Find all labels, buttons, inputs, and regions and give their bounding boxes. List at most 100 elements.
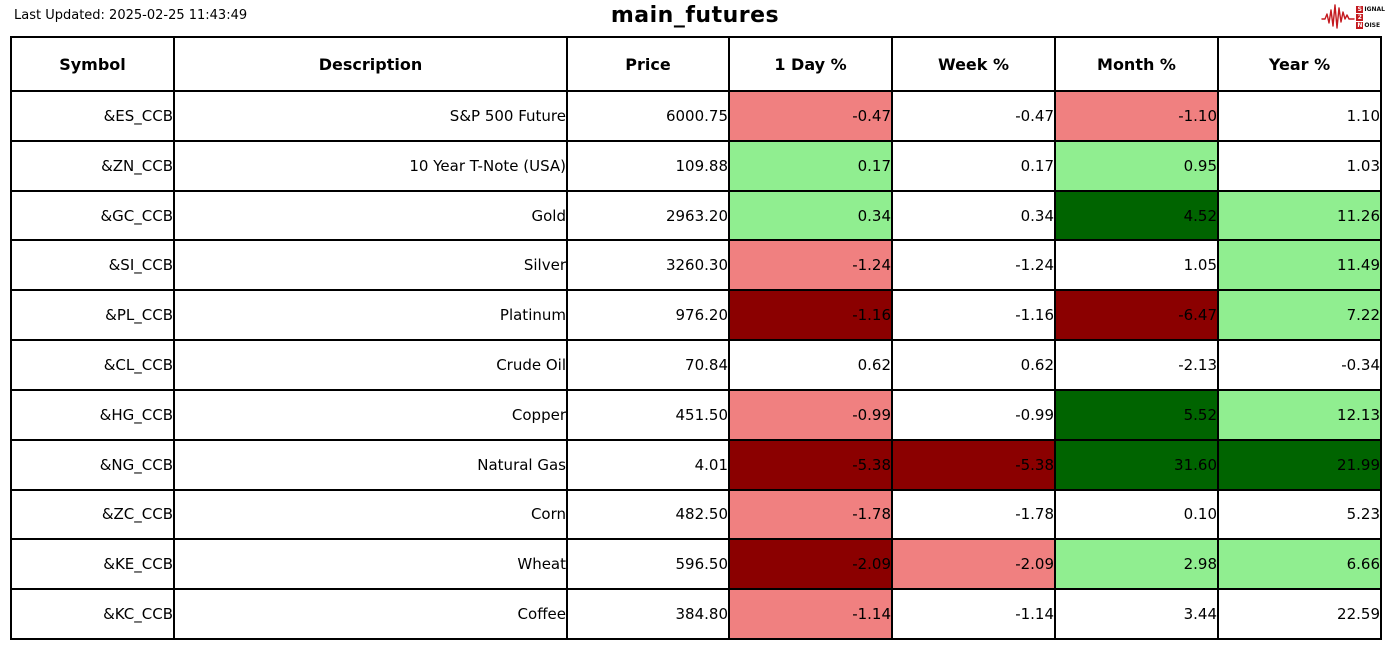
week-pct-cell: -2.09 xyxy=(891,538,1056,591)
description-cell: Corn xyxy=(173,488,568,541)
price-cell: 482.50 xyxy=(566,488,730,541)
description-cell: Coffee xyxy=(173,588,568,640)
month-pct-cell: -2.13 xyxy=(1054,339,1219,391)
logo-line-signal: S IGNAL xyxy=(1356,5,1385,13)
table-row: &ZC_CCB Corn 482.50 -1.78 -1.78 0.10 5.23 xyxy=(10,488,1382,541)
month-pct-cell: 3.44 xyxy=(1054,588,1219,640)
description-cell: S&P 500 Future xyxy=(173,90,568,142)
col-header-symbol: Symbol xyxy=(10,36,175,92)
month-pct-cell: 1.05 xyxy=(1054,239,1219,292)
col-header-month-pct: Month % xyxy=(1054,36,1219,92)
month-pct-cell: -1.10 xyxy=(1054,90,1219,142)
description-cell: 10 Year T-Note (USA) xyxy=(173,139,568,192)
page-title: main_futures xyxy=(610,3,780,28)
year-pct-cell: 12.13 xyxy=(1217,388,1382,441)
description-cell: Wheat xyxy=(173,538,568,591)
week-pct-cell: -0.99 xyxy=(891,388,1056,441)
symbol-cell: &SI_CCB xyxy=(10,239,175,292)
week-pct-cell: 0.62 xyxy=(891,339,1056,391)
table-row: &GC_CCB Gold 2963.20 0.34 0.34 4.52 11.26 xyxy=(10,189,1382,242)
year-pct-cell: 5.23 xyxy=(1217,488,1382,541)
week-pct-cell: -1.14 xyxy=(891,588,1056,640)
price-cell: 384.80 xyxy=(566,588,730,640)
week-pct-cell: -1.16 xyxy=(891,289,1056,342)
logo-rest-ignal: IGNAL xyxy=(1364,5,1385,13)
table-row: &KC_CCB Coffee 384.80 -1.14 -1.14 3.44 22.59 xyxy=(10,588,1382,640)
description-cell: Gold xyxy=(173,189,568,242)
description-cell: Copper xyxy=(173,388,568,441)
symbol-cell: &HG_CCB xyxy=(10,388,175,441)
day-pct-cell: -0.47 xyxy=(728,90,893,142)
symbol-cell: &ZN_CCB xyxy=(10,139,175,192)
day-pct-cell: 0.17 xyxy=(728,139,893,192)
table-row: &PL_CCB Platinum 976.20 -1.16 -1.16 -6.47 7.22 xyxy=(10,289,1382,342)
price-cell: 976.20 xyxy=(566,289,730,342)
symbol-cell: &ZC_CCB xyxy=(10,488,175,541)
symbol-cell: &CL_CCB xyxy=(10,339,175,391)
price-cell: 6000.75 xyxy=(566,90,730,142)
month-pct-cell: -6.47 xyxy=(1054,289,1219,342)
table-row: &KE_CCB Wheat 596.50 -2.09 -2.09 2.98 6.66 xyxy=(10,538,1382,591)
logo-line-noise: N OISE xyxy=(1356,21,1385,29)
logo-rest-oise: OISE xyxy=(1364,21,1381,29)
week-pct-cell: -1.24 xyxy=(891,239,1056,292)
table-row: &HG_CCB Copper 451.50 -0.99 -0.99 5.52 12.13 xyxy=(10,388,1382,441)
day-pct-cell: -1.24 xyxy=(728,239,893,292)
month-pct-cell: 31.60 xyxy=(1054,438,1219,491)
year-pct-cell: 11.26 xyxy=(1217,189,1382,242)
table-row: &ZN_CCB 10 Year T-Note (USA) 109.88 0.17 0.1… xyxy=(10,139,1382,192)
price-cell: 596.50 xyxy=(566,538,730,591)
month-pct-cell: 2.98 xyxy=(1054,538,1219,591)
week-pct-cell: 0.34 xyxy=(891,189,1056,242)
symbol-cell: &KE_CCB xyxy=(10,538,175,591)
last-updated-label: Last Updated: 2025-02-25 11:43:49 xyxy=(14,8,248,23)
day-pct-cell: -1.14 xyxy=(728,588,893,640)
col-header-price: Price xyxy=(566,36,730,92)
day-pct-cell: 0.34 xyxy=(728,189,893,242)
day-pct-cell: -5.38 xyxy=(728,438,893,491)
price-cell: 109.88 xyxy=(566,139,730,192)
symbol-cell: &NG_CCB xyxy=(10,438,175,491)
year-pct-cell: 6.66 xyxy=(1217,538,1382,591)
signal2noise-logo: S IGNAL 2 N OISE xyxy=(1321,2,1385,32)
year-pct-cell: 21.99 xyxy=(1217,438,1382,491)
top-bar: Last Updated: 2025-02-25 11:43:49 main_f… xyxy=(0,0,1390,36)
year-pct-cell: 11.49 xyxy=(1217,239,1382,292)
logo-line-2: 2 xyxy=(1356,13,1385,21)
price-cell: 70.84 xyxy=(566,339,730,391)
year-pct-cell: 7.22 xyxy=(1217,289,1382,342)
logo-letter-s: S xyxy=(1356,5,1364,13)
description-cell: Crude Oil xyxy=(173,339,568,391)
year-pct-cell: 1.03 xyxy=(1217,139,1382,192)
symbol-cell: &ES_CCB xyxy=(10,90,175,142)
table-row: &SI_CCB Silver 3260.30 -1.24 -1.24 1.05 11.49 xyxy=(10,239,1382,292)
col-header-year-pct: Year % xyxy=(1217,36,1382,92)
price-cell: 4.01 xyxy=(566,438,730,491)
year-pct-cell: -0.34 xyxy=(1217,339,1382,391)
month-pct-cell: 0.95 xyxy=(1054,139,1219,192)
logo-letter-2: 2 xyxy=(1356,13,1364,21)
description-cell: Platinum xyxy=(173,289,568,342)
month-pct-cell: 4.52 xyxy=(1054,189,1219,242)
symbol-cell: &PL_CCB xyxy=(10,289,175,342)
logo-letter-n: N xyxy=(1356,21,1364,29)
waveform-icon xyxy=(1321,4,1356,29)
month-pct-cell: 0.10 xyxy=(1054,488,1219,541)
week-pct-cell: -5.38 xyxy=(891,438,1056,491)
symbol-cell: &GC_CCB xyxy=(10,189,175,242)
table-row: &NG_CCB Natural Gas 4.01 -5.38 -5.38 31.60 21.… xyxy=(10,438,1382,491)
day-pct-cell: 0.62 xyxy=(728,339,893,391)
table-header-row: Symbol Description Price 1 Day % Week % Month… xyxy=(10,36,1382,92)
month-pct-cell: 5.52 xyxy=(1054,388,1219,441)
year-pct-cell: 1.10 xyxy=(1217,90,1382,142)
logo-text: S IGNAL 2 N OISE xyxy=(1356,5,1385,29)
day-pct-cell: -1.16 xyxy=(728,289,893,342)
week-pct-cell: -0.47 xyxy=(891,90,1056,142)
futures-table: Symbol Description Price 1 Day % Week % Month… xyxy=(10,36,1382,640)
table-row: &ES_CCB S&P 500 Future 6000.75 -0.47 -0.47 -1… xyxy=(10,90,1382,142)
day-pct-cell: -0.99 xyxy=(728,388,893,441)
price-cell: 451.50 xyxy=(566,388,730,441)
description-cell: Natural Gas xyxy=(173,438,568,491)
week-pct-cell: -1.78 xyxy=(891,488,1056,541)
